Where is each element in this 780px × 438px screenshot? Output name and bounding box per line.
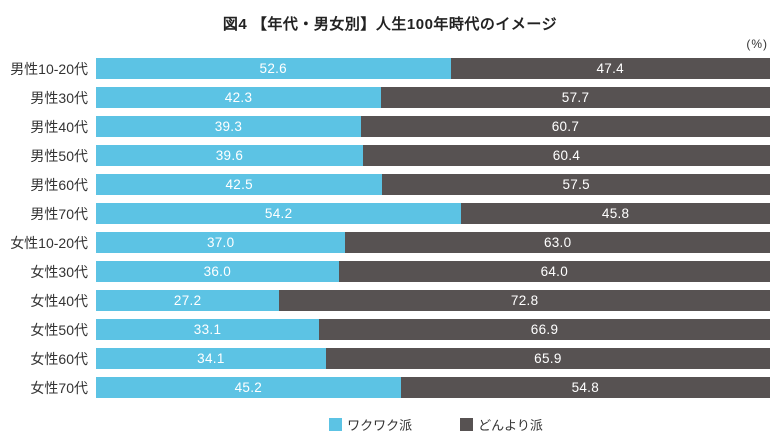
segment-wakuwaku: 34.1 — [96, 348, 326, 369]
value-wakuwaku: 45.2 — [234, 380, 263, 395]
value-donyori: 57.5 — [562, 177, 590, 192]
value-wakuwaku: 42.5 — [225, 177, 253, 192]
stacked-bar: 52.6 47.4 — [96, 58, 770, 79]
segment-wakuwaku: 39.6 — [96, 145, 363, 166]
chart-row: 男性60代 42.5 57.5 — [0, 170, 780, 199]
row-label: 女性70代 — [30, 379, 88, 396]
value-wakuwaku: 42.3 — [224, 90, 253, 105]
stacked-bar: 27.2 72.8 — [96, 290, 770, 311]
segment-donyori: 47.4 — [450, 58, 770, 79]
segment-wakuwaku: 27.2 — [96, 290, 280, 311]
stacked-bar: 45.2 54.8 — [96, 377, 770, 398]
segment-donyori: 57.7 — [381, 87, 770, 108]
value-wakuwaku: 54.2 — [264, 206, 293, 221]
row-label: 女性10-20代 — [10, 234, 88, 251]
row-label: 男性10-20代 — [10, 60, 88, 77]
value-wakuwaku: 39.3 — [214, 119, 243, 134]
legend-item-wakuwaku: ワクワク派 — [329, 415, 412, 434]
row-label: 女性30代 — [30, 263, 88, 280]
stacked-bar: 54.2 45.8 — [96, 203, 770, 224]
value-wakuwaku: 33.1 — [193, 322, 222, 337]
chart-row: 女性60代 34.1 65.9 — [0, 344, 780, 373]
chart-row: 男性50代 39.6 60.4 — [0, 141, 780, 170]
legend-swatch-donyori — [460, 418, 474, 431]
stacked-bar: 39.6 60.4 — [96, 145, 770, 166]
segment-donyori: 66.9 — [319, 319, 770, 340]
chart-row: 男性30代 42.3 57.7 — [0, 83, 780, 112]
segment-donyori: 63.0 — [345, 232, 770, 253]
legend-label-donyori: どんより派 — [478, 418, 543, 433]
chart-row: 女性40代 27.2 72.8 — [0, 286, 780, 315]
value-donyori: 60.7 — [551, 119, 580, 134]
value-donyori: 64.0 — [540, 264, 569, 279]
stacked-bar: 34.1 65.9 — [96, 348, 770, 369]
segment-wakuwaku: 33.1 — [96, 319, 320, 340]
segment-donyori: 60.7 — [360, 116, 770, 137]
chart-row: 男性70代 54.2 45.8 — [0, 199, 780, 228]
chart-row: 男性40代 39.3 60.7 — [0, 112, 780, 141]
chart-legend: ワクワク派 どんより派 — [102, 415, 770, 434]
value-wakuwaku: 34.1 — [197, 351, 225, 366]
segment-wakuwaku: 39.3 — [96, 116, 361, 137]
value-donyori: 57.7 — [561, 90, 590, 105]
value-wakuwaku: 27.2 — [173, 293, 202, 308]
segment-donyori: 57.5 — [382, 174, 770, 195]
segment-donyori: 65.9 — [325, 348, 770, 369]
segment-donyori: 54.8 — [400, 377, 770, 398]
chart-row: 男性10-20代 52.6 47.4 — [0, 54, 780, 83]
legend-label-wakuwaku: ワクワク派 — [347, 418, 413, 433]
segment-donyori: 60.4 — [362, 145, 770, 166]
chart-title: 図4 【年代・男女別】人生100年時代のイメージ — [222, 16, 558, 33]
percent-unit-label: (%) — [746, 37, 768, 51]
segment-wakuwaku: 42.5 — [96, 174, 383, 195]
legend-item-donyori: どんより派 — [460, 415, 543, 434]
chart-row: 女性10-20代 37.0 63.0 — [0, 228, 780, 257]
row-label: 男性40代 — [30, 118, 88, 135]
stacked-bar: 37.0 63.0 — [96, 232, 770, 253]
row-label: 女性50代 — [30, 321, 88, 338]
segment-wakuwaku: 52.6 — [96, 58, 451, 79]
value-donyori: 63.0 — [543, 235, 572, 250]
value-wakuwaku: 52.6 — [259, 61, 287, 76]
stacked-bar: 36.0 64.0 — [96, 261, 770, 282]
value-donyori: 47.4 — [596, 61, 624, 76]
segment-wakuwaku: 45.2 — [96, 377, 401, 398]
stacked-bar: 42.5 57.5 — [96, 174, 770, 195]
segment-donyori: 45.8 — [461, 203, 770, 224]
value-wakuwaku: 37.0 — [206, 235, 235, 250]
segment-donyori: 64.0 — [338, 261, 770, 282]
row-label: 男性60代 — [30, 176, 88, 193]
row-label: 男性50代 — [30, 147, 88, 164]
segment-wakuwaku: 42.3 — [96, 87, 382, 108]
chart-row: 女性30代 36.0 64.0 — [0, 257, 780, 286]
stacked-bar: 39.3 60.7 — [96, 116, 770, 137]
value-wakuwaku: 39.6 — [215, 148, 244, 163]
value-wakuwaku: 36.0 — [203, 264, 232, 279]
chart-row: 女性50代 33.1 66.9 — [0, 315, 780, 344]
segment-wakuwaku: 54.2 — [96, 203, 462, 224]
row-label: 女性40代 — [30, 292, 88, 309]
value-donyori: 45.8 — [601, 206, 630, 221]
value-donyori: 65.9 — [534, 351, 562, 366]
chart-rows: 男性10-20代 52.6 47.4 男性30代 42.3 57.7 — [0, 54, 780, 402]
row-label: 男性70代 — [30, 205, 88, 222]
value-donyori: 66.9 — [530, 322, 559, 337]
stacked-bar: 33.1 66.9 — [96, 319, 770, 340]
segment-donyori: 72.8 — [279, 290, 770, 311]
row-label: 男性30代 — [30, 89, 88, 106]
value-donyori: 72.8 — [510, 293, 539, 308]
value-donyori: 60.4 — [552, 148, 581, 163]
chart-row: 女性70代 45.2 54.8 — [0, 373, 780, 402]
segment-wakuwaku: 36.0 — [96, 261, 339, 282]
row-label: 女性60代 — [30, 350, 88, 367]
segment-wakuwaku: 37.0 — [96, 232, 346, 253]
stacked-bar: 42.3 57.7 — [96, 87, 770, 108]
value-donyori: 54.8 — [571, 380, 600, 395]
legend-swatch-wakuwaku — [329, 418, 343, 431]
